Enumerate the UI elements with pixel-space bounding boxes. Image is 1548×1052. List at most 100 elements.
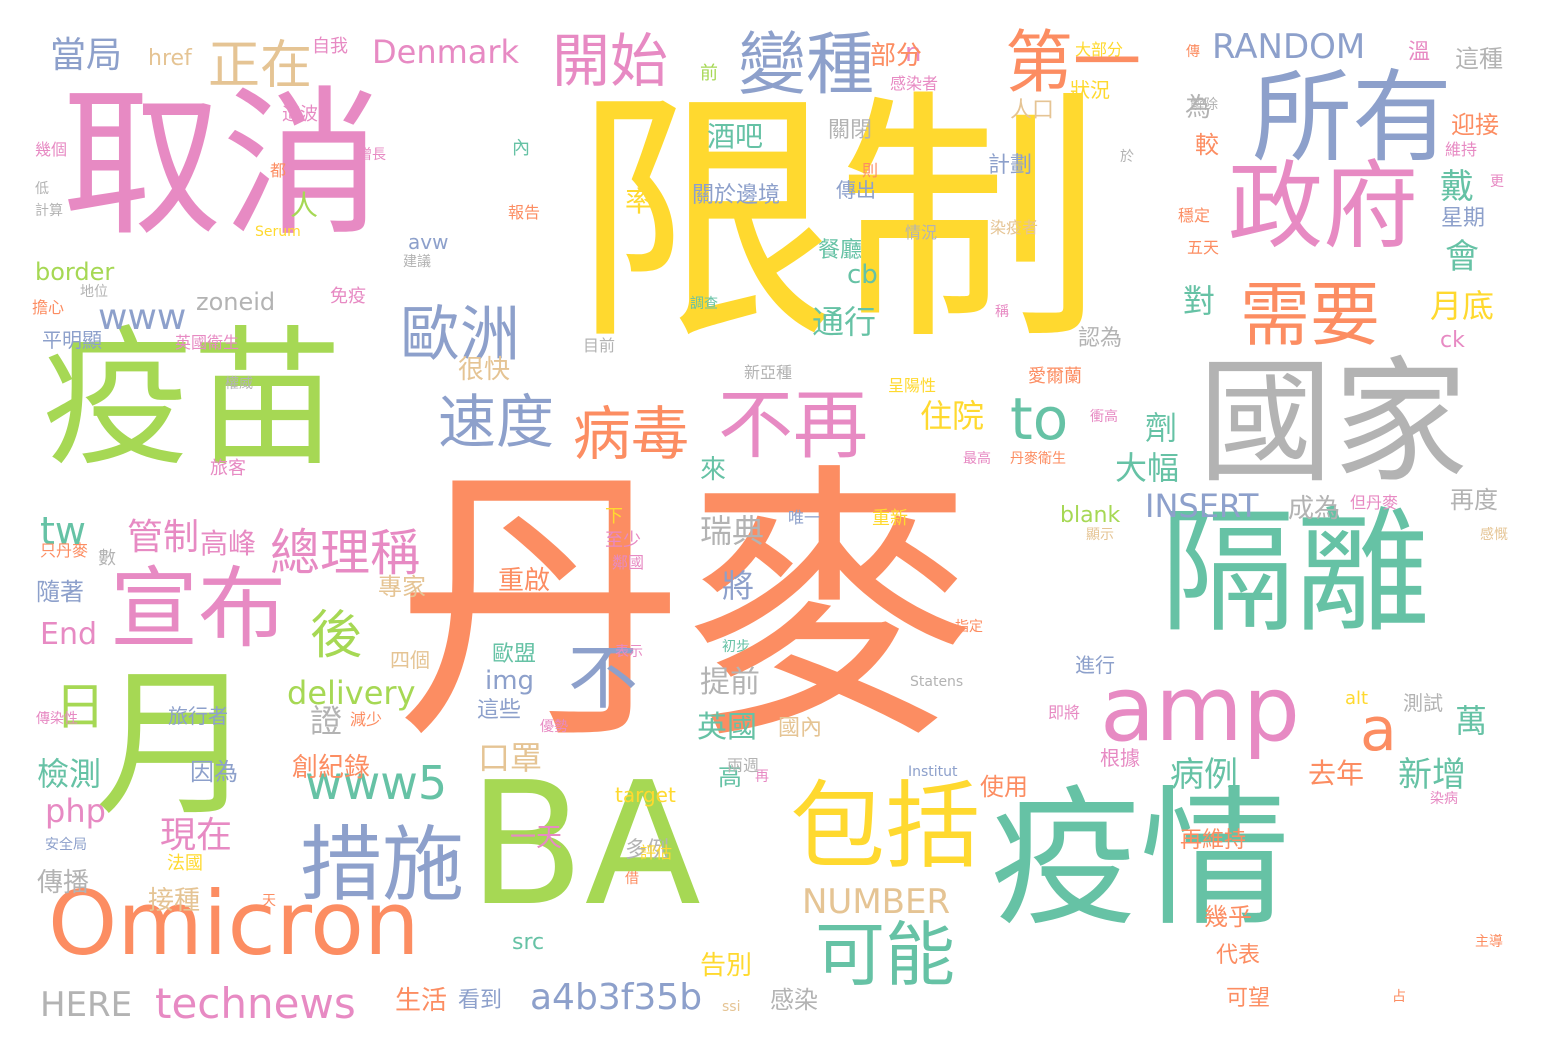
- cloud-word: 愛爾蘭: [1028, 366, 1082, 387]
- cloud-word: 所有: [1252, 59, 1452, 176]
- cloud-word: Statens: [910, 674, 964, 690]
- cloud-word: 新亞種: [744, 363, 793, 382]
- cloud-word: 即將: [1048, 703, 1081, 722]
- cloud-word: 月: [95, 651, 256, 838]
- cloud-word: 免疫: [330, 286, 366, 307]
- cloud-word: 人口: [1010, 98, 1055, 123]
- cloud-word: HERE: [40, 985, 133, 1025]
- cloud-word: Institut: [908, 764, 958, 780]
- cloud-word: ck: [1440, 328, 1465, 353]
- cloud-word: 鄰國: [612, 553, 645, 572]
- cloud-word: src: [512, 930, 545, 955]
- cloud-word: n: [905, 38, 922, 68]
- cloud-word: 隨著: [36, 578, 84, 606]
- cloud-word: 主導: [1475, 934, 1503, 950]
- cloud-word: 戴: [1440, 167, 1474, 207]
- cloud-word: 根據: [1100, 746, 1140, 770]
- cloud-word: 表示: [615, 644, 643, 660]
- cloud-word: 測試: [1403, 691, 1443, 715]
- cloud-word: 病毒: [573, 400, 690, 468]
- cloud-word: 可望: [1226, 986, 1271, 1011]
- cloud-word: 專家: [378, 573, 426, 601]
- cloud-word: 不再: [718, 381, 869, 469]
- cloud-word: 歐盟: [492, 642, 537, 667]
- cloud-word: 感染者: [890, 74, 939, 93]
- cloud-word: 調查: [690, 296, 718, 312]
- cloud-word: 率: [625, 185, 654, 218]
- cloud-word: 使用: [980, 773, 1028, 801]
- cloud-word: 再度: [1450, 486, 1498, 514]
- cloud-word: BA: [468, 746, 701, 944]
- cloud-word: amp: [1100, 657, 1300, 762]
- cloud-word: 這些: [477, 698, 522, 723]
- cloud-word: 法國: [167, 853, 203, 874]
- cloud-word: 住院: [920, 397, 985, 435]
- cloud-word: 都: [270, 161, 287, 180]
- cloud-word: 迎接: [1451, 111, 1499, 139]
- cloud-word: 重新: [872, 508, 908, 529]
- cloud-word: 初步: [722, 639, 750, 655]
- cloud-word: 告別: [700, 951, 753, 981]
- cloud-word: blank: [1060, 503, 1121, 528]
- cloud-word: 前: [700, 63, 718, 84]
- cloud-word: 更: [1490, 174, 1504, 190]
- cloud-word: 呈陽性: [888, 376, 937, 395]
- cloud-word: End: [40, 617, 98, 652]
- cloud-word: 這波: [282, 104, 318, 125]
- cloud-word: 只丹麥: [40, 541, 89, 560]
- cloud-word: target: [615, 783, 676, 807]
- cloud-word: 四個: [390, 648, 430, 672]
- cloud-word: 接種: [148, 886, 201, 916]
- cloud-word: 丹麥衛生: [1010, 451, 1066, 467]
- cloud-word: 再: [755, 769, 769, 785]
- cloud-word: Serum: [255, 224, 301, 240]
- cloud-word: 可能: [815, 914, 955, 996]
- cloud-word: alt: [1345, 688, 1369, 709]
- cloud-word: 建議: [403, 254, 431, 270]
- cloud-word: 速度: [438, 388, 555, 456]
- cloud-word: 關於邊境: [692, 183, 781, 208]
- cloud-word: 當局: [50, 35, 123, 76]
- cloud-word: 報告: [508, 203, 541, 222]
- cloud-word: 數: [98, 548, 116, 569]
- cloud-word: 計劃: [988, 153, 1033, 178]
- cloud-word: 評估: [640, 843, 673, 862]
- cloud-word: 國家: [1198, 344, 1468, 501]
- cloud-word: 宣布: [110, 557, 287, 660]
- cloud-word: 為: [1185, 93, 1212, 123]
- cloud-word: 指定: [955, 619, 983, 635]
- cloud-word: 優勢: [540, 719, 568, 735]
- cloud-word: 幾乎: [1204, 903, 1252, 931]
- cloud-word: 看到: [458, 988, 503, 1013]
- cloud-word: 衝高: [1090, 409, 1118, 425]
- cloud-word: 則: [862, 161, 879, 180]
- cloud-word: 去年: [1308, 757, 1365, 790]
- cloud-word: 後: [310, 606, 363, 666]
- cloud-word: 占: [1392, 989, 1406, 1005]
- cloud-word: 人: [290, 189, 319, 222]
- cloud-word: to: [1010, 385, 1069, 453]
- cloud-word: 第一: [1005, 24, 1142, 103]
- cloud-word: href: [148, 46, 192, 71]
- cloud-word: technews: [155, 979, 356, 1028]
- cloud-word: avw: [408, 230, 449, 254]
- cloud-word: tw: [40, 509, 86, 553]
- cloud-word: Omicron: [48, 872, 420, 975]
- cloud-word: 取消: [62, 71, 383, 258]
- cloud-word: 通行: [812, 303, 877, 341]
- cloud-word: 解除: [1190, 97, 1218, 113]
- cloud-word: 不: [568, 637, 638, 719]
- cloud-word: 下: [605, 506, 623, 527]
- cloud-word: 隔離: [1160, 494, 1430, 651]
- cloud-word: 檢測: [37, 755, 102, 793]
- cloud-word: a4b3f35b: [530, 977, 703, 1018]
- cloud-word: a: [1360, 695, 1397, 765]
- cloud-word: 成為: [1288, 494, 1341, 524]
- cloud-word: 重啟: [498, 566, 551, 596]
- cloud-word: 來: [700, 455, 727, 485]
- cloud-word: 較: [1195, 131, 1219, 159]
- cloud-word: 現在: [160, 815, 233, 856]
- cloud-word: 管制: [127, 517, 200, 558]
- cloud-word: 多例: [625, 838, 670, 863]
- cloud-word: 借: [625, 871, 639, 887]
